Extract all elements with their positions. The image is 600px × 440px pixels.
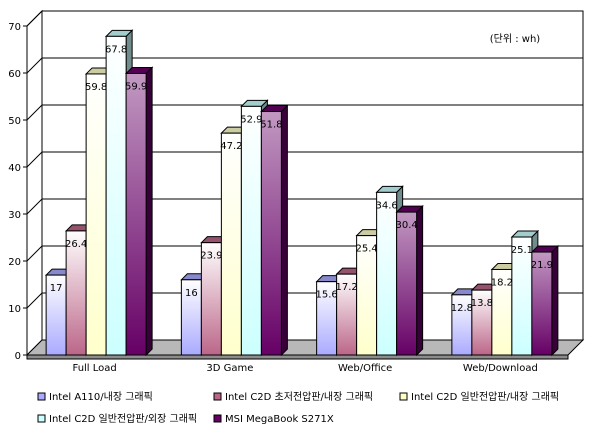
legend-swatch [37,392,46,401]
bar-side [280,104,288,357]
legend-item: MSI MegaBook S271X [213,414,334,425]
data-label: 17.2 [335,282,357,293]
x-tick-label: Full Load [72,363,116,374]
data-label: 67.8 [105,44,127,55]
y-tick-label: 40 [8,163,21,174]
y-tick-label: 10 [8,304,21,315]
legend-item: Intel C2D 초저전압판/내장 그래픽 [213,390,373,403]
legend-label: Intel A110/내장 그래픽 [49,391,153,403]
y-axis: 0 10 20 30 40 50 60 70 [8,22,28,362]
data-label: 51.8 [260,120,282,131]
x-tick-label: 3D Game [206,363,253,374]
data-label: 34.6 [375,200,397,211]
bar-front [396,211,418,356]
data-label: 59.9 [125,81,147,92]
data-label: 18.2 [491,277,513,288]
data-label: 25.4 [355,244,377,255]
bar-front [105,35,127,356]
data-label: 47.2 [220,141,242,152]
legend-label: Intel C2D 일반전압판/내장 그래픽 [411,390,559,403]
legend-swatch [399,392,408,401]
legend-swatch [37,414,46,423]
x-tick-label: Web/Download [463,363,538,374]
bar-side [145,66,153,357]
bar: 21.9 [530,244,560,357]
bar-front [260,111,282,356]
y-tick-label: 0 [15,351,21,362]
legend-swatch [213,392,222,401]
legend-item: Intel A110/내장 그래픽 [37,391,153,403]
y-tick-label: 20 [8,257,21,268]
bar: 59.9 [124,66,154,357]
data-label: 13.8 [471,298,493,309]
y-tick-label: 60 [8,69,21,80]
data-label: 26.4 [65,239,87,250]
legend-item: Intel C2D 일반전압판/외장 그래픽 [37,412,197,425]
legend: Intel A110/내장 그래픽 Intel C2D 초저전압판/내장 그래픽 I… [37,390,559,425]
data-label: 25.1 [511,245,533,256]
bar: 30.4 [395,204,424,357]
legend-label: Intel C2D 초저전압판/내장 그래픽 [225,390,373,403]
bar: 51.8 [260,104,289,357]
data-label: 21.9 [531,260,553,271]
legend-item: Intel C2D 일반전압판/내장 그래픽 [399,390,559,403]
legend-swatch [213,414,222,423]
data-label: 23.9 [200,251,222,262]
bar-front [240,105,262,356]
y-tick-label: 50 [8,116,21,127]
bar-front [125,72,147,356]
data-label: 12.8 [451,303,473,314]
x-axis: Full Load 3D Game Web/Office Web/Download [72,363,537,374]
y-tick-label: 30 [8,210,21,221]
gridline-side [26,10,43,27]
gridline-side [26,245,43,262]
gridline-side [26,104,43,121]
bars: 17 26.4 59.8 67.8 59.9 16 23.9 47.2 52.951.8 15.6… [44,29,560,357]
data-label: 16 [185,288,198,299]
x-tick-label: Web/Office [338,363,392,374]
bar-front [85,73,107,356]
legend-label: MSI MegaBook S271X [225,414,334,425]
data-label: 15.6 [315,290,337,301]
bar-front [220,132,242,356]
data-label: 30.4 [395,220,417,231]
legend-label: Intel C2D 일반전압판/외장 그래픽 [49,412,197,425]
data-label: 52.9 [240,114,262,125]
gridline-side [26,292,43,309]
bar-front [531,251,553,356]
data-label: 17 [50,283,63,294]
floor-front [26,354,569,360]
bar-front [376,191,398,356]
gridline-side [26,198,43,215]
gridline-side [26,151,43,168]
unit-note: (단위 : wh) [490,32,541,45]
y-tick-label: 70 [8,22,21,33]
side-wall [26,9,43,357]
data-label: 59.8 [85,82,107,93]
gridline-side [26,57,43,74]
